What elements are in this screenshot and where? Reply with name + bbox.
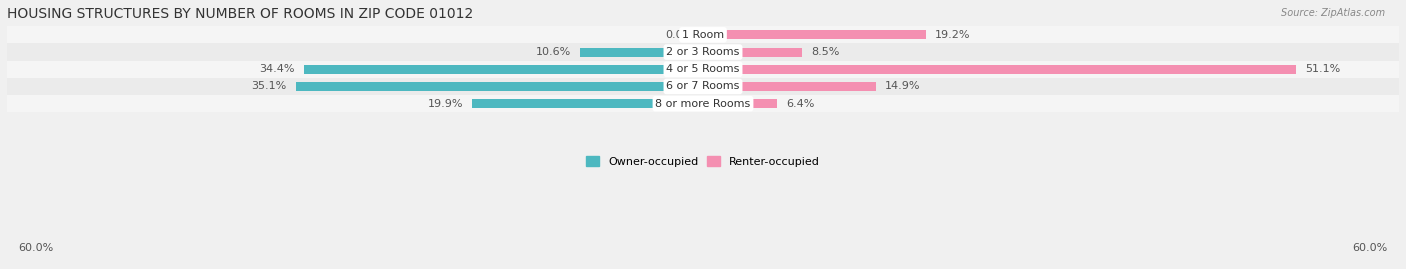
Bar: [472, 99, 703, 108]
Text: HOUSING STRUCTURES BY NUMBER OF ROOMS IN ZIP CODE 01012: HOUSING STRUCTURES BY NUMBER OF ROOMS IN…: [7, 7, 474, 21]
Bar: [7, 61, 1399, 78]
Text: 6.4%: 6.4%: [786, 99, 815, 109]
Bar: [304, 65, 703, 74]
Text: 4 or 5 Rooms: 4 or 5 Rooms: [666, 64, 740, 74]
Bar: [7, 95, 1399, 112]
Text: 8 or more Rooms: 8 or more Rooms: [655, 99, 751, 109]
Bar: [7, 44, 1399, 61]
Bar: [703, 82, 876, 91]
Bar: [703, 99, 778, 108]
Text: 51.1%: 51.1%: [1305, 64, 1340, 74]
Legend: Owner-occupied, Renter-occupied: Owner-occupied, Renter-occupied: [581, 152, 825, 171]
Text: 14.9%: 14.9%: [886, 82, 921, 91]
Text: 19.9%: 19.9%: [427, 99, 463, 109]
Bar: [703, 65, 1296, 74]
Bar: [7, 78, 1399, 95]
Bar: [703, 48, 801, 56]
Text: Source: ZipAtlas.com: Source: ZipAtlas.com: [1281, 8, 1385, 18]
Text: 0.0%: 0.0%: [665, 30, 693, 40]
Text: 60.0%: 60.0%: [18, 243, 53, 253]
Text: 60.0%: 60.0%: [1353, 243, 1388, 253]
Bar: [581, 48, 703, 56]
Text: 2 or 3 Rooms: 2 or 3 Rooms: [666, 47, 740, 57]
Text: 19.2%: 19.2%: [935, 30, 970, 40]
Text: 35.1%: 35.1%: [252, 82, 287, 91]
Text: 8.5%: 8.5%: [811, 47, 839, 57]
Text: 1 Room: 1 Room: [682, 30, 724, 40]
Bar: [7, 26, 1399, 44]
Text: 34.4%: 34.4%: [259, 64, 295, 74]
Bar: [295, 82, 703, 91]
Bar: [703, 30, 925, 39]
Text: 6 or 7 Rooms: 6 or 7 Rooms: [666, 82, 740, 91]
Text: 10.6%: 10.6%: [536, 47, 571, 57]
